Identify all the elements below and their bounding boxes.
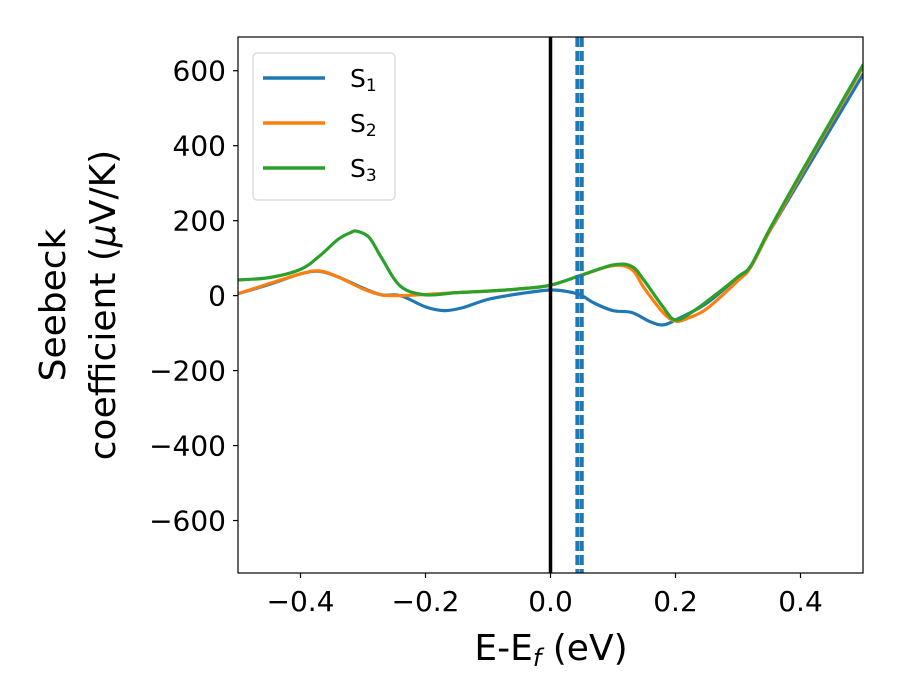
legend-label-s3: S3: [350, 154, 377, 186]
y-tick-label: −400: [149, 430, 226, 463]
y-tick-label: 400: [173, 130, 226, 163]
legend-label-s1: S1: [350, 64, 377, 96]
y-axis-ticks: 600 400 200 0 −200 −400 −600: [149, 55, 238, 538]
legend-label-s2: S2: [350, 109, 377, 141]
x-tick-label: −0.4: [267, 585, 335, 618]
y-axis-label: Seebeck coefficient (μV/K): [33, 150, 124, 460]
y-tick-label: −200: [149, 355, 226, 388]
y-axis-label-line1: Seebeck: [33, 228, 74, 381]
x-axis-ticks: −0.4 −0.2 0.0 0.2 0.4: [267, 573, 823, 618]
vertical-lines: [548, 37, 584, 573]
legend-box: [252, 52, 396, 201]
y-tick-label: −600: [149, 505, 226, 538]
y-tick-label: 600: [173, 55, 226, 88]
x-tick-label: −0.2: [392, 585, 460, 618]
x-tick-label: 0.0: [528, 585, 573, 618]
x-axis-label: E-Ef (eV): [474, 628, 627, 672]
legend: S1 S2 S3: [252, 52, 396, 201]
x-tick-label: 0.4: [778, 585, 823, 618]
y-axis-label-line2: coefficient (μV/K): [83, 150, 124, 460]
x-tick-label: 0.2: [653, 585, 698, 618]
y-tick-label: 200: [173, 205, 226, 238]
y-tick-label: 0: [208, 280, 226, 313]
